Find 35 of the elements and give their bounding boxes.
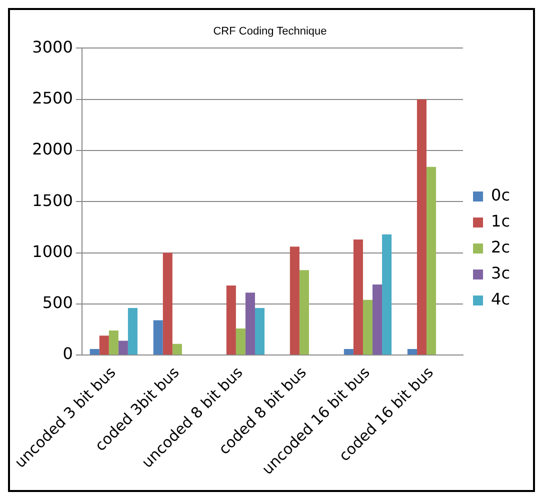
bar xyxy=(353,239,363,355)
bar xyxy=(382,234,392,355)
bar xyxy=(372,284,382,355)
bar xyxy=(344,348,354,355)
chart-title: CRF Coding Technique xyxy=(213,26,327,38)
bar xyxy=(162,252,172,355)
bar xyxy=(416,99,426,355)
legend-label: 3c xyxy=(491,264,510,283)
legend-label: 4c xyxy=(491,290,510,309)
bar xyxy=(299,270,309,355)
y-tick-label: 2000 xyxy=(32,140,73,159)
bar xyxy=(90,348,100,355)
legend-label: 1c xyxy=(491,212,510,231)
y-tick-label: 1000 xyxy=(32,242,73,261)
bar xyxy=(108,330,118,355)
bar xyxy=(254,308,265,355)
bar xyxy=(426,166,436,355)
bar xyxy=(118,340,128,355)
bar xyxy=(362,300,373,355)
y-tick-label: 0 xyxy=(62,344,73,364)
legend-label: 2c xyxy=(491,238,510,257)
y-tick-label: 1500 xyxy=(32,190,73,210)
bar xyxy=(153,320,163,355)
bar xyxy=(226,286,236,355)
y-tick-label: 500 xyxy=(42,293,73,312)
bar xyxy=(236,328,246,355)
bar xyxy=(290,246,300,355)
bar xyxy=(172,344,182,355)
legend-label: 0c xyxy=(491,186,510,205)
bar xyxy=(245,292,255,355)
bar xyxy=(407,348,417,355)
y-tick-label: 2500 xyxy=(32,88,73,108)
bar xyxy=(99,336,109,355)
bar xyxy=(128,308,138,355)
y-tick-label: 3000 xyxy=(32,37,73,56)
